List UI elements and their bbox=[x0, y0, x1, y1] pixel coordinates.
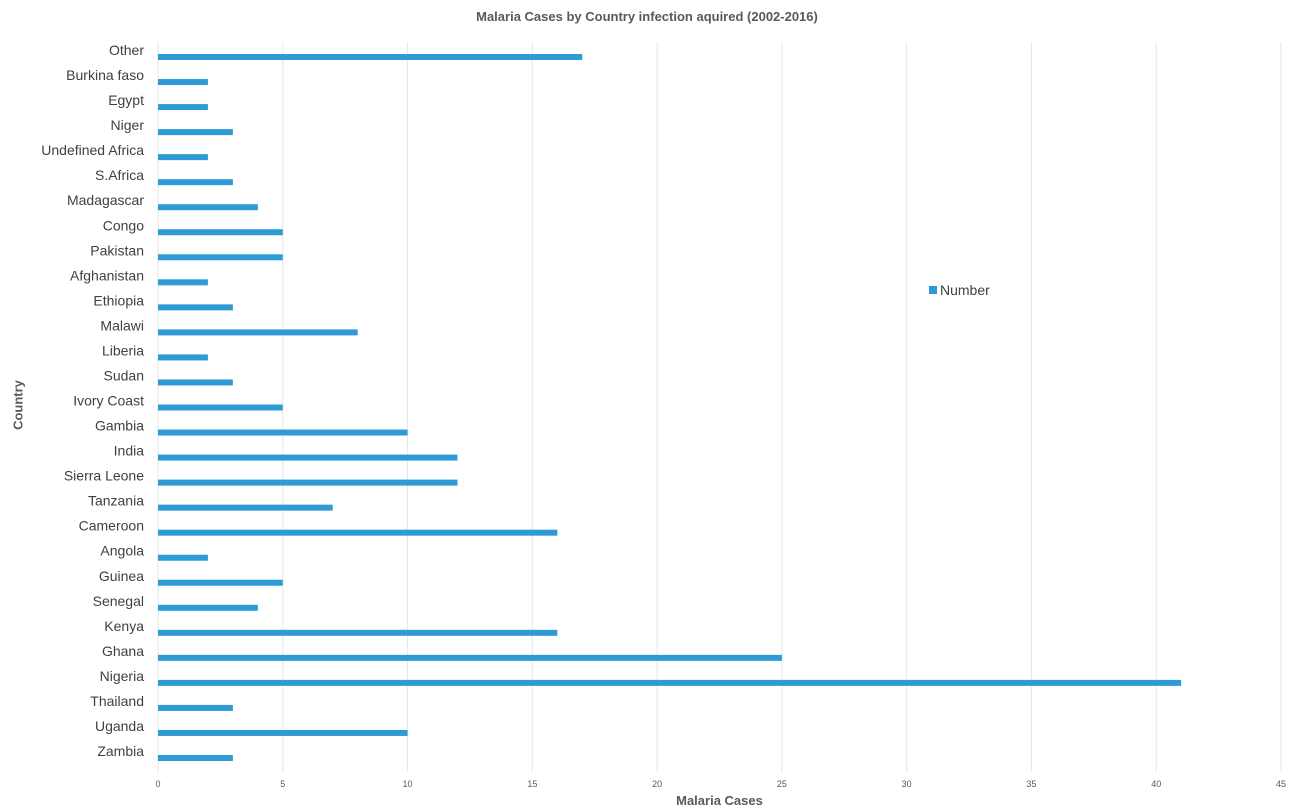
bar bbox=[158, 404, 283, 411]
y-tick-label: Guinea bbox=[99, 568, 144, 584]
y-tick-label: Ghana bbox=[102, 643, 144, 659]
bar bbox=[158, 54, 583, 60]
bar bbox=[158, 104, 208, 111]
y-tick-label: Burkina faso bbox=[66, 67, 144, 83]
bar bbox=[158, 454, 458, 461]
y-tick-label: Ethiopia bbox=[93, 292, 144, 308]
legend-label: Number bbox=[940, 282, 990, 298]
bar bbox=[158, 554, 208, 561]
bar bbox=[158, 479, 458, 486]
bar bbox=[158, 629, 558, 636]
y-tick-label: Undefined Africa bbox=[41, 142, 144, 158]
bar bbox=[158, 79, 208, 86]
y-tick-label: Malawi bbox=[100, 317, 144, 333]
y-tick-label: Kenya bbox=[104, 618, 144, 634]
y-tick-label: Tanzania bbox=[88, 493, 144, 509]
x-tick-label: 35 bbox=[1026, 779, 1036, 789]
y-tick-label: S.Africa bbox=[95, 167, 144, 183]
x-tick-label: 10 bbox=[403, 779, 413, 789]
y-tick-label: Madagascar bbox=[67, 192, 144, 208]
x-tick-label: 0 bbox=[155, 779, 160, 789]
bar bbox=[158, 579, 283, 586]
y-tick-label: Uganda bbox=[95, 718, 144, 734]
bar bbox=[158, 604, 258, 611]
bar bbox=[158, 279, 208, 286]
bar bbox=[158, 179, 233, 186]
bar bbox=[158, 354, 208, 361]
legend-swatch bbox=[929, 286, 937, 294]
y-tick-label: Thailand bbox=[90, 693, 144, 709]
y-tick-label: Ivory Coast bbox=[73, 393, 144, 409]
y-tick-label: Angola bbox=[100, 543, 144, 559]
x-tick-label: 15 bbox=[527, 779, 537, 789]
bar bbox=[158, 729, 408, 736]
y-tick-label: Pakistan bbox=[90, 242, 144, 258]
bar bbox=[158, 204, 258, 211]
x-tick-label: 45 bbox=[1276, 779, 1286, 789]
bar bbox=[158, 679, 1182, 686]
x-tick-label: 30 bbox=[902, 779, 912, 789]
bar bbox=[158, 329, 358, 336]
legend: Number bbox=[929, 282, 990, 298]
bar bbox=[158, 154, 208, 161]
y-tick-label: Afghanistan bbox=[70, 267, 144, 283]
bar bbox=[158, 654, 782, 661]
y-tick-label: India bbox=[114, 443, 145, 459]
x-tick-label: 5 bbox=[280, 779, 285, 789]
y-tick-label: Liberia bbox=[102, 342, 144, 358]
bar bbox=[158, 704, 233, 711]
y-tick-label: Gambia bbox=[95, 418, 144, 434]
bar bbox=[158, 254, 283, 261]
bar bbox=[158, 755, 233, 761]
bar bbox=[158, 129, 233, 136]
bar bbox=[158, 229, 283, 236]
y-tick-label: Other bbox=[109, 42, 144, 58]
y-axis-title: Country bbox=[10, 380, 26, 430]
y-tick-label: Sudan bbox=[104, 367, 144, 383]
y-tick-label: Senegal bbox=[93, 593, 144, 609]
y-tick-label: Zambia bbox=[97, 743, 144, 759]
y-tick-label: Cameroon bbox=[79, 518, 144, 534]
x-axis-title: Malaria Cases bbox=[676, 793, 763, 808]
y-tick-label: Nigeria bbox=[100, 668, 145, 684]
bar bbox=[158, 429, 408, 436]
bar bbox=[158, 529, 558, 536]
y-tick-label: Niger bbox=[111, 117, 145, 133]
bar bbox=[158, 379, 233, 386]
chart-title: Malaria Cases by Country infection aquir… bbox=[476, 9, 818, 24]
bar bbox=[158, 304, 233, 311]
y-tick-label: Egypt bbox=[108, 92, 144, 108]
x-tick-label: 20 bbox=[652, 779, 662, 789]
bar bbox=[158, 504, 333, 511]
y-tick-label: Sierra Leone bbox=[64, 468, 144, 484]
x-tick-label: 40 bbox=[1151, 779, 1161, 789]
y-tick-label: Congo bbox=[103, 217, 144, 233]
x-tick-label: 25 bbox=[777, 779, 787, 789]
